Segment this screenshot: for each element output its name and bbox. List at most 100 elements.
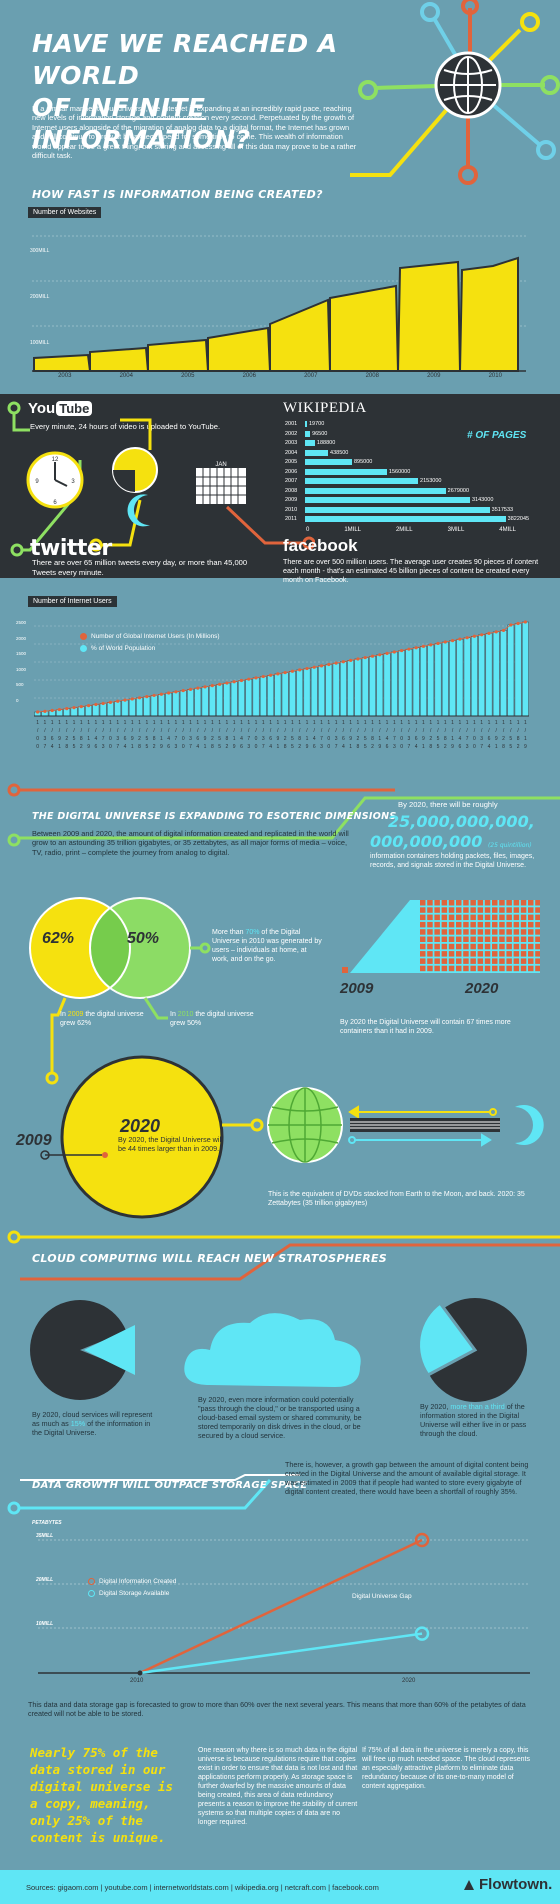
users-tick-label: 0 xyxy=(400,736,403,742)
users-tick-label: 1 xyxy=(509,720,512,726)
users-bar xyxy=(121,699,129,717)
wiki-value-label: 2153000 xyxy=(420,478,442,484)
users-tick-label: 1 xyxy=(247,720,250,726)
users-tick-label: 1 xyxy=(495,744,498,750)
users-tick-label: 9 xyxy=(58,736,61,742)
users-tick-label: / xyxy=(321,728,323,734)
users-point xyxy=(283,670,287,675)
users-tick-label: 3 xyxy=(407,736,410,742)
users-tick-label: 9 xyxy=(276,736,279,742)
users-tick-label: / xyxy=(394,728,396,734)
users-tick-label: / xyxy=(430,728,432,734)
container-cell xyxy=(477,900,484,906)
container-cell xyxy=(463,921,469,928)
container-cell xyxy=(520,900,527,906)
container-cell xyxy=(528,921,534,928)
flowtown-icon xyxy=(464,1879,474,1890)
users-tick-label: / xyxy=(517,728,519,734)
users-tick-label: 1 xyxy=(116,720,119,726)
users-point xyxy=(290,669,295,673)
users-tick-label: 3 xyxy=(320,744,323,750)
container-cell xyxy=(484,914,491,921)
container-cell xyxy=(528,914,534,921)
users-tick-label: 1 xyxy=(262,720,265,726)
users-tick-label: 3 xyxy=(189,736,192,742)
users-tick-label: 5 xyxy=(145,744,148,750)
users-tick-label: 8 xyxy=(517,736,520,742)
users-tick-label: 2 xyxy=(444,744,447,750)
wiki-bar-row: 2006 1560000 xyxy=(285,468,410,476)
area-2008 xyxy=(329,284,400,372)
container-cell xyxy=(427,965,433,972)
users-point xyxy=(174,690,178,694)
users-tick-label: / xyxy=(401,728,403,734)
container-cell xyxy=(492,936,498,942)
y-tick-20: 20MILL xyxy=(36,1577,54,1583)
users-tick-label: 1 xyxy=(407,720,410,726)
users-tick-label: 5 xyxy=(509,736,512,742)
container-cell xyxy=(441,958,448,964)
users-point xyxy=(429,643,433,647)
users-tick-label: / xyxy=(459,728,461,734)
users-tick-label: 1 xyxy=(204,720,207,726)
container-cell xyxy=(513,951,520,957)
users-bar xyxy=(143,696,151,717)
container-cell xyxy=(535,907,540,913)
users-point xyxy=(247,677,251,681)
users-tick-label: 2 xyxy=(226,744,229,750)
wiki-year-label: 2006 xyxy=(285,468,298,475)
container-cell xyxy=(513,943,520,950)
users-tick-label: / xyxy=(350,728,352,734)
users-tick-label: 1 xyxy=(153,720,156,726)
users-tick-label: 4 xyxy=(313,736,316,742)
users-tick-label: 9 xyxy=(131,736,134,742)
users-point xyxy=(203,685,207,689)
digital-heading: THE DIGITAL UNIVERSE IS EXPANDING TO ESO… xyxy=(32,811,397,822)
origin-point xyxy=(137,1670,143,1676)
users-tick-label: 1 xyxy=(371,720,374,726)
users-tick-label: / xyxy=(277,728,279,734)
container-cell xyxy=(528,936,534,942)
users-tick-label: 3 xyxy=(262,736,265,742)
container-cell xyxy=(441,943,448,950)
users-tick-label: 1 xyxy=(349,720,352,726)
users-tick-label: 1 xyxy=(138,720,141,726)
wiki-bar-row: 2005 895000 xyxy=(285,458,372,466)
users-bar xyxy=(507,624,515,717)
big-number-text: information containers holding packets, … xyxy=(370,853,535,869)
users-tick-label: / xyxy=(153,728,155,734)
area-2010 xyxy=(458,256,519,372)
container-cell xyxy=(513,900,520,906)
container-cell xyxy=(427,936,433,942)
users-tick-label: / xyxy=(284,728,286,734)
users-tick-label: 7 xyxy=(480,744,483,750)
users-tick-label: / xyxy=(357,728,359,734)
cloud-right-text: By 2020, more than a third of the inform… xyxy=(420,1402,527,1438)
container-cell xyxy=(470,943,476,950)
container-cell xyxy=(513,929,520,935)
users-bar xyxy=(252,677,260,717)
container-cell xyxy=(513,965,520,972)
users-point xyxy=(145,695,149,699)
users-bar xyxy=(150,695,158,717)
container-cell xyxy=(420,929,426,935)
wiki-value-label: 3822045 xyxy=(507,516,530,522)
users-tick-label: / xyxy=(386,728,388,734)
users-point xyxy=(407,647,411,651)
container-cell xyxy=(506,900,512,906)
users-tick-label: / xyxy=(365,728,367,734)
users-tick-label: / xyxy=(175,728,177,734)
container-cell xyxy=(434,965,440,972)
users-tick-label: 9 xyxy=(422,736,425,742)
users-point xyxy=(86,703,91,708)
websites-yaxis: 300MILL 200MILL 100MILL xyxy=(30,228,52,366)
users-tick-label: 8 xyxy=(153,736,156,742)
x-2020: 2020 xyxy=(402,1678,416,1684)
users-bar xyxy=(165,692,173,717)
users-bar xyxy=(390,651,398,717)
users-tick-label: 6 xyxy=(342,736,345,742)
container-cell xyxy=(506,965,512,972)
users-tick-label: 1 xyxy=(502,720,505,726)
users-bar xyxy=(158,694,165,717)
wiki-year-label: 2004 xyxy=(285,449,298,456)
